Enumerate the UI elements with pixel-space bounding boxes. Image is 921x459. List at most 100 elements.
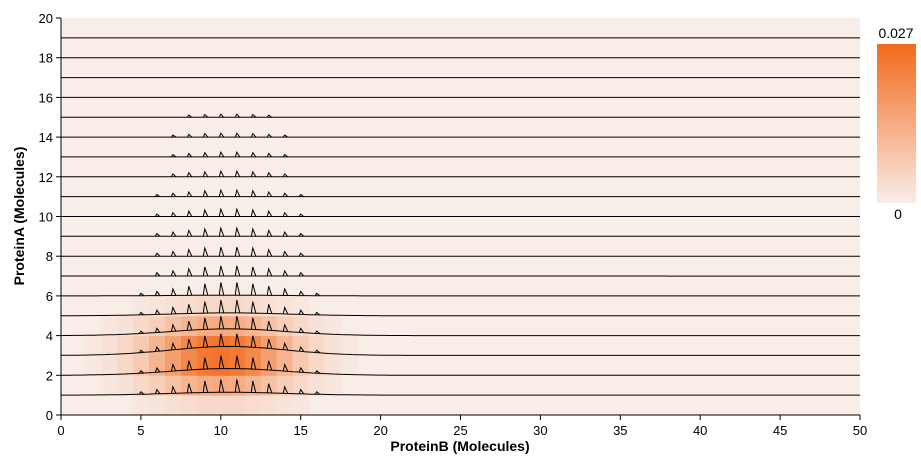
ridge-spike [218, 246, 225, 257]
ridge-spike [154, 388, 161, 395]
heatmap-cell [292, 355, 310, 376]
ridge-spike [138, 330, 145, 334]
y-tick-label: 0 [46, 408, 53, 423]
ridge-spike [250, 113, 257, 118]
ridge-spike [186, 286, 193, 296]
heatmap-cell [164, 375, 182, 396]
ridge-spike [218, 355, 225, 369]
ridge-spike [266, 286, 273, 296]
ridge-spike [202, 283, 209, 296]
ridge-spike [282, 192, 289, 197]
heatmap-cell [100, 315, 118, 337]
ridge-spike [218, 169, 225, 178]
ridge-spike [186, 133, 193, 138]
heatmap-cell [100, 355, 118, 376]
ridge-spike [170, 153, 177, 158]
ridge-spike [250, 335, 257, 348]
heatmap-cell [164, 295, 182, 317]
heatmap-cell [244, 295, 262, 317]
ridge-spike [234, 169, 241, 178]
colorbar-bar [877, 44, 916, 203]
ridge-spike [170, 305, 177, 315]
heatmap-cell [340, 335, 358, 356]
heatmap-cell [116, 355, 134, 376]
ridge-spike [282, 341, 289, 351]
y-tick-label: 16 [39, 90, 53, 105]
heatmap-cell [292, 315, 310, 337]
ridge-spike [154, 327, 161, 333]
x-tick-label: 5 [137, 423, 144, 438]
heatmap-cell [260, 335, 278, 356]
ridge-spike [202, 189, 209, 197]
heatmap-cell [100, 375, 118, 396]
x-tick-label: 20 [373, 423, 387, 438]
ridge-spike [266, 133, 273, 138]
ridge-spike [154, 309, 161, 315]
heatmap-cell [196, 335, 214, 356]
y-tick-label: 8 [46, 249, 53, 264]
ridge-lines [61, 37, 860, 415]
ridge-spike [138, 311, 145, 316]
ridge-spike [314, 349, 321, 353]
heatmap-cell [228, 335, 246, 356]
ridge-spike [266, 190, 273, 197]
heatmap-cell [180, 355, 198, 376]
heatmap-cell [212, 375, 230, 396]
ridge-spike [218, 226, 225, 237]
ridge-spike [266, 248, 273, 257]
heatmap-cell [196, 355, 214, 376]
colorbar-max-label: 0.027 [878, 25, 913, 41]
ridge-spike [218, 113, 225, 118]
ridge-spike [282, 134, 288, 138]
ridge-spike [266, 152, 273, 158]
ridge-spike [218, 151, 225, 158]
ridge-spike [170, 269, 177, 277]
ridge-spike [298, 290, 305, 296]
heatmap-cell [212, 355, 230, 376]
heatmap-cell [84, 355, 102, 376]
y-tick-label: 2 [46, 368, 53, 383]
ridge-spike [298, 252, 305, 257]
ridge-line [61, 312, 860, 317]
heatmap-cell [212, 395, 230, 415]
ridge-spike [202, 380, 209, 393]
ridge-spike [282, 269, 289, 277]
ridge-spike [282, 287, 289, 296]
ridge-spike [314, 311, 321, 316]
ridge-spike [202, 113, 209, 118]
heatmap-cell [132, 295, 150, 317]
ridge-spike [202, 301, 209, 314]
ridge-spike [154, 193, 161, 198]
heatmap-cell [244, 395, 262, 415]
ridge-spike [298, 271, 305, 277]
ridge-spike [218, 207, 225, 217]
ridge-spike [266, 171, 273, 178]
ridge-spike [202, 132, 209, 138]
y-tick-label: 12 [39, 170, 53, 185]
heatmap-cell [164, 335, 182, 356]
ridge-spike [186, 339, 193, 349]
heatmap-cell [228, 355, 246, 376]
ridge-spike [266, 360, 273, 371]
ridge-spike [202, 357, 209, 370]
x-tick-label: 30 [533, 423, 547, 438]
ridge-spike [234, 207, 241, 217]
ridge-spike [186, 190, 193, 197]
heatmap-cell [116, 375, 134, 396]
ridge-spike [234, 246, 241, 257]
heatmap-cell [292, 395, 310, 415]
heatmap-cell [324, 355, 342, 376]
ridge-spike [250, 132, 257, 138]
ridge-spike [202, 170, 209, 178]
ridge-spike [154, 271, 161, 277]
ridge-spike [266, 267, 273, 277]
ridge-spike [234, 379, 241, 393]
heatmap-cell [84, 335, 102, 356]
heatmap-cell [276, 375, 294, 396]
ridge-spike [298, 346, 305, 352]
ridge-spike [250, 301, 257, 314]
heatmap-cell [228, 315, 246, 337]
ridge-spike [234, 299, 241, 314]
ridge-spike [202, 208, 209, 217]
